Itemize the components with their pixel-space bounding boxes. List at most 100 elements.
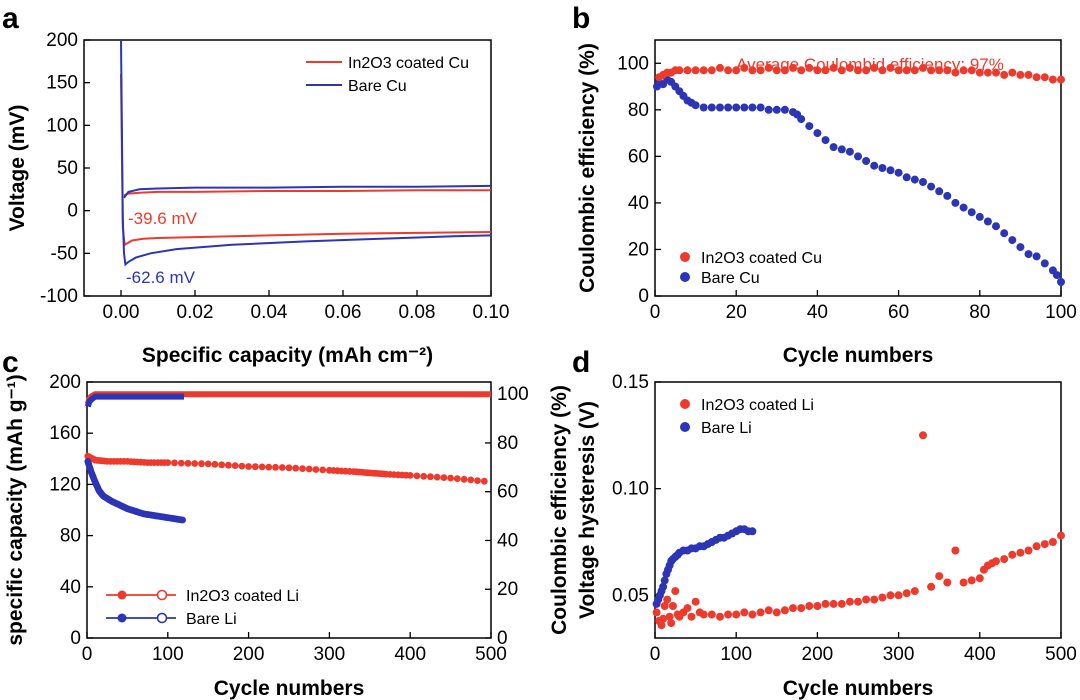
data-point (935, 572, 944, 581)
data-point (1016, 243, 1025, 252)
data-point (789, 63, 797, 72)
data-point (258, 463, 266, 471)
data-point (772, 105, 781, 114)
x-tick-label: 20 (726, 302, 747, 323)
data-point (724, 610, 733, 619)
y-tick-label: 200 (49, 372, 81, 393)
x-tick-label: 0 (82, 644, 93, 665)
data-point (797, 115, 806, 124)
data-point (668, 602, 677, 610)
y2-tick-label: 60 (497, 482, 518, 503)
data-point (837, 66, 846, 75)
annotation-label: -62.6 mV (126, 268, 196, 287)
data-point (902, 66, 911, 75)
data-point (278, 464, 286, 471)
data-point (198, 460, 205, 468)
y2-axis-label: Coulombic efficiency (%) (548, 385, 571, 635)
data-point (724, 103, 733, 112)
data-point (1016, 548, 1025, 557)
data-point (691, 597, 700, 606)
data-point (870, 595, 879, 604)
x-tick-label: 500 (475, 644, 507, 665)
annotation-label: -39.6 mV (128, 209, 198, 228)
x-tick-label: 300 (314, 644, 346, 665)
y-axis-label: specific capacity (mAh g⁻¹) (4, 374, 27, 645)
data-point (659, 614, 668, 623)
data-point (780, 606, 789, 615)
x-tick-label: 0.00 (103, 302, 140, 323)
y2-tick-label: 0 (497, 628, 508, 649)
data-point (992, 222, 1000, 231)
data-point (789, 604, 797, 613)
data-point (319, 466, 327, 474)
data-point (780, 66, 789, 75)
data-point (845, 597, 854, 606)
data-point (204, 460, 212, 468)
y-tick-label: 200 (46, 30, 78, 51)
y-tick-label: 0.05 (612, 585, 649, 606)
data-point (225, 461, 232, 469)
data-point (1000, 229, 1009, 238)
data-point (1000, 555, 1009, 564)
data-point (687, 612, 696, 621)
y-tick-label: 50 (57, 158, 78, 179)
data-point (1032, 73, 1041, 82)
data-point (652, 608, 661, 617)
data-point (433, 473, 441, 481)
data-point (657, 621, 666, 630)
data-point (427, 473, 434, 481)
data-point (1008, 236, 1017, 245)
data-point (460, 475, 468, 483)
data-point (975, 68, 984, 77)
x-tick-label: 0 (650, 644, 661, 665)
legend-marker (680, 252, 690, 262)
data-point (707, 610, 716, 619)
y-tick-label: 20 (628, 239, 649, 260)
y-tick-label: 40 (60, 577, 81, 598)
data-point (813, 66, 822, 75)
data-point (171, 459, 178, 467)
data-point (919, 178, 927, 186)
data-point (1032, 542, 1041, 551)
data-point (1052, 271, 1061, 280)
legend-marker-open (156, 612, 168, 624)
data-point (805, 122, 814, 131)
plot-frame (83, 39, 492, 297)
x-tick-label: 0 (650, 302, 661, 323)
data-point (683, 66, 692, 75)
data-point (862, 595, 871, 604)
data-point (740, 103, 749, 112)
series-line (123, 189, 491, 197)
data-point (886, 591, 895, 600)
data-point (699, 610, 708, 619)
legend-label: Bare Li (701, 420, 752, 437)
data-point (959, 578, 968, 587)
data-point (829, 143, 838, 152)
x-tick-label: 80 (969, 302, 990, 323)
data-point (983, 217, 992, 226)
series-line (120, 39, 492, 267)
ce-series-band (84, 393, 184, 408)
data-point (177, 459, 185, 467)
data-point (699, 103, 708, 112)
data-point (413, 472, 421, 480)
plot-frame (654, 39, 1062, 297)
data-point (756, 103, 765, 112)
y-tick-label: 0 (70, 628, 81, 649)
data-point (748, 66, 757, 75)
panel-letter: c (2, 346, 19, 379)
series-line (123, 184, 492, 199)
data-point (951, 68, 960, 77)
data-point (910, 175, 919, 184)
data-point (894, 168, 903, 177)
data-point (285, 464, 293, 472)
data-point (927, 66, 936, 75)
data-point (716, 612, 724, 621)
panel-letter: d (572, 346, 590, 379)
y-axis-label: Voltage (mV) (6, 105, 29, 232)
y-tick-label: -50 (51, 243, 78, 264)
data-point (699, 66, 708, 75)
data-point (1057, 278, 1065, 286)
data-point (919, 431, 927, 440)
